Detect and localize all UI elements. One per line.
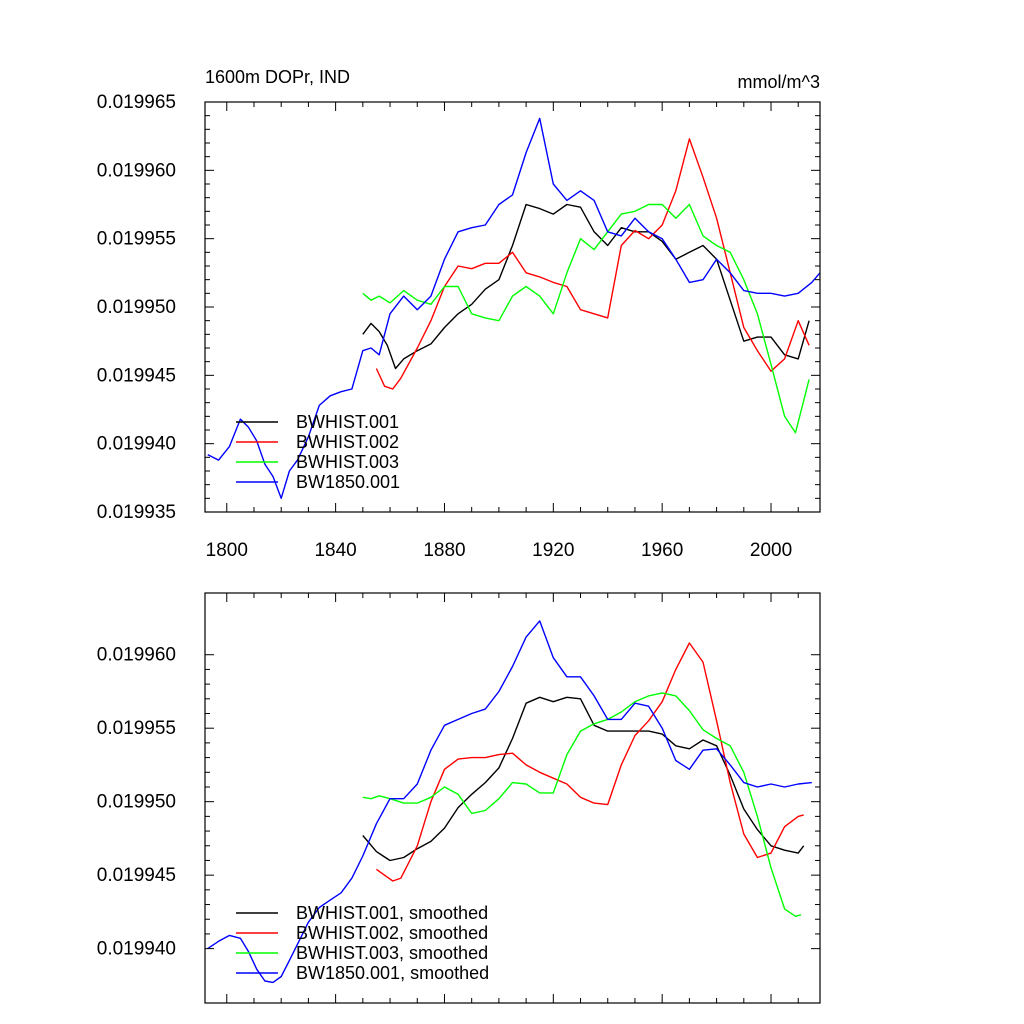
series-line-2 [375, 642, 804, 882]
legend-label-3: BWHIST.003 [296, 452, 399, 472]
x-tick-label: 1920 [532, 540, 574, 561]
chart-units: mmol/m^3 [738, 72, 820, 92]
series-line-4 [207, 117, 821, 499]
legend-label-1: BWHIST.001 [296, 412, 399, 432]
y-tick-label: 0.019945 [97, 865, 176, 886]
legend-label-2: BWHIST.002, smoothed [296, 923, 488, 943]
series-line-4 [207, 620, 812, 984]
series-line-1 [362, 203, 810, 370]
legend-label-1: BWHIST.001, smoothed [296, 903, 488, 923]
y-tick-label: 0.019950 [97, 297, 176, 318]
chart-title: 1600m DOPr, IND [205, 67, 350, 87]
y-tick-label: 0.019955 [97, 718, 176, 739]
x-tick-label: 1840 [314, 540, 356, 561]
y-tick-label: 0.019955 [97, 229, 176, 250]
y-tick-label: 0.019960 [97, 160, 176, 181]
plot-frame [204, 592, 821, 1004]
x-tick-label: 1800 [206, 540, 248, 561]
series-line-1 [362, 696, 805, 862]
series-line-3 [362, 203, 810, 434]
series-line-3 [362, 692, 802, 917]
y-tick-label: 0.019965 [97, 92, 176, 113]
x-tick-label: 1960 [641, 540, 683, 561]
y-tick-label: 0.019950 [97, 792, 176, 813]
y-tick-label: 0.019940 [97, 939, 176, 960]
legend-label-2: BWHIST.002 [296, 432, 399, 452]
y-tick-label: 0.019935 [97, 502, 176, 523]
y-tick-label: 0.019940 [97, 434, 176, 455]
y-tick-label: 0.019945 [97, 365, 176, 386]
legend-label-4: BW1850.001, smoothed [296, 963, 489, 983]
x-tick-label: 1880 [423, 540, 465, 561]
legend-label-4: BW1850.001 [296, 472, 400, 492]
chart-panel-2: 0.019940 0.019945 0.019950 0.019955 0.019960… [97, 592, 821, 1004]
chart-panel-1: 0.019935 0.019940 0.019945 0.019950 0.019955… [97, 67, 821, 561]
series-line-2 [375, 138, 810, 390]
x-tick-label: 2000 [750, 540, 792, 561]
legend-label-3: BWHIST.003, smoothed [296, 943, 488, 963]
y-tick-label: 0.019960 [97, 645, 176, 666]
